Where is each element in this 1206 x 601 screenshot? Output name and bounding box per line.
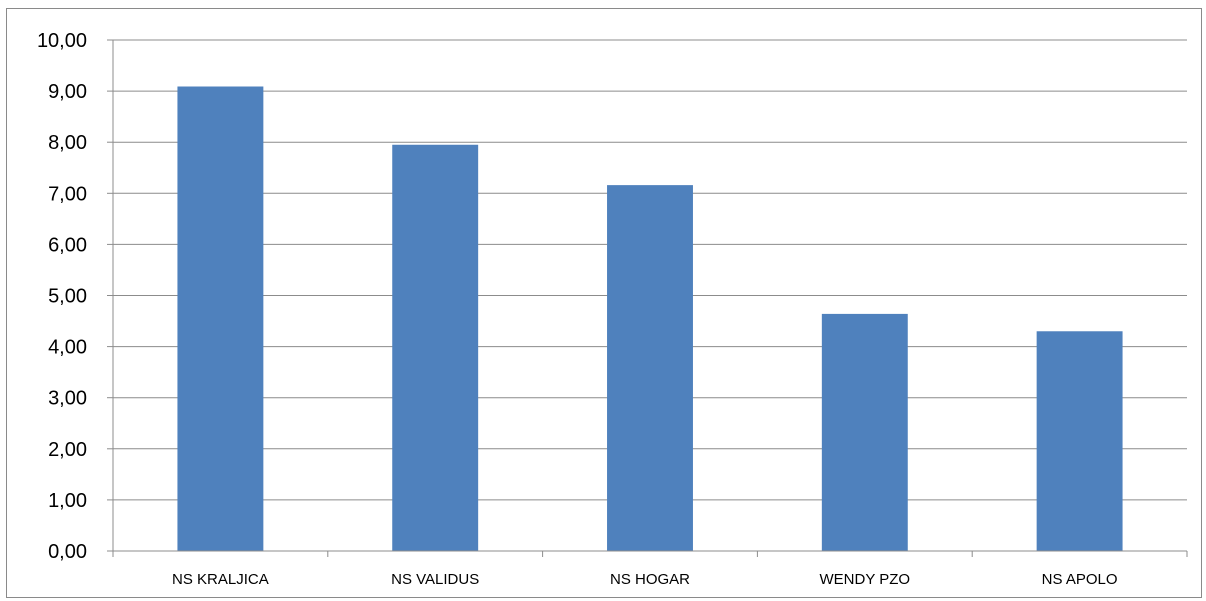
y-tick-label: 3,00 xyxy=(48,388,87,410)
y-tick-label: 6,00 xyxy=(48,234,87,256)
x-tick-labels: NS KRALJICA NS VALIDUS NS HOGAR WENDY PZO NS… xyxy=(172,571,1117,588)
bar-ns-hogar xyxy=(607,185,693,551)
y-tick-label: 8,00 xyxy=(48,132,87,154)
x-tick-label: NS VALIDUS xyxy=(391,571,479,588)
x-tick-label: NS KRALJICA xyxy=(172,571,269,588)
bars xyxy=(177,86,1123,551)
y-tick-labels: 0,00 1,00 2,00 3,00 4,00 5,00 6,00 7,00 8,00 9,00… xyxy=(37,30,87,563)
gridlines xyxy=(113,39,1187,501)
y-tick-label: 4,00 xyxy=(48,337,87,359)
y-tick-label: 9,00 xyxy=(48,81,87,103)
y-tick-label: 0,00 xyxy=(48,541,87,563)
bar-ns-validus xyxy=(392,144,479,551)
x-tick-label: WENDY PZO xyxy=(820,571,911,588)
y-tick-label: 2,00 xyxy=(48,439,87,461)
x-tick-label: NS HOGAR xyxy=(610,571,690,588)
y-tick-label: 1,00 xyxy=(48,490,87,512)
y-tick-label: 5,00 xyxy=(48,286,87,308)
bar-ns-apolo xyxy=(1036,331,1123,551)
y-tick-label: 7,00 xyxy=(48,183,87,205)
bar-ns-kraljica xyxy=(177,86,264,551)
bar-wendy-pzo xyxy=(821,313,908,551)
y-tick-label: 10,00 xyxy=(37,30,87,52)
x-tick-label: NS APOLO xyxy=(1042,571,1118,588)
axes xyxy=(107,39,1188,557)
